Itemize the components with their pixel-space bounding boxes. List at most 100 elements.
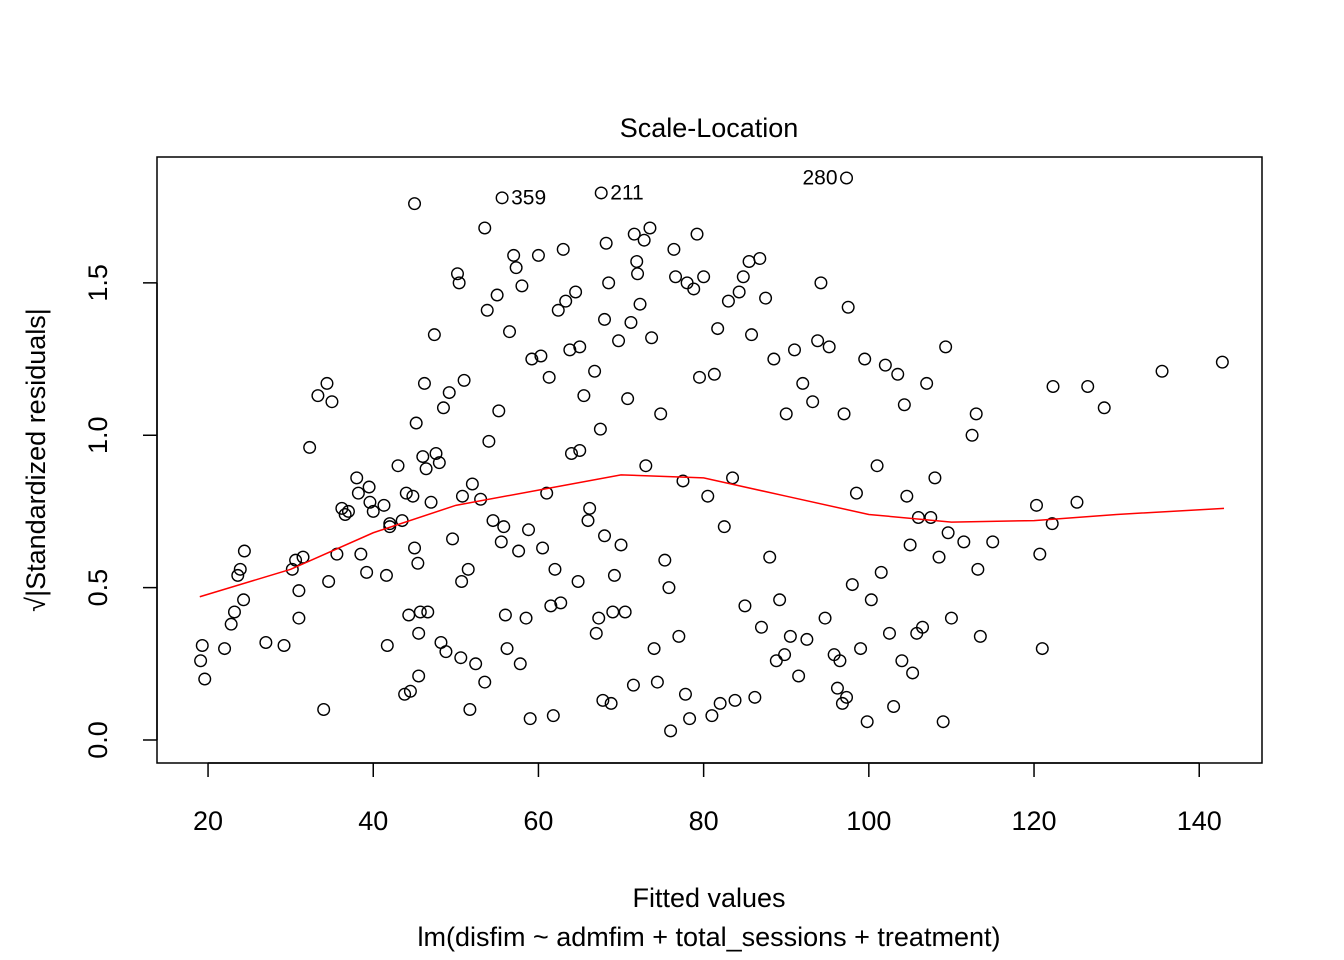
point <box>399 486 413 500</box>
point <box>840 690 854 704</box>
x-tick-label: 20 <box>193 806 223 836</box>
point <box>478 221 492 235</box>
point <box>512 544 526 558</box>
point <box>495 191 509 205</box>
point <box>806 395 820 409</box>
point <box>463 703 477 717</box>
point <box>1033 547 1047 561</box>
point <box>753 251 767 265</box>
point <box>687 282 701 296</box>
point <box>814 276 828 290</box>
point <box>643 221 657 235</box>
point <box>1155 364 1169 378</box>
point <box>322 575 336 589</box>
point <box>621 392 635 406</box>
point <box>1070 495 1084 509</box>
x-tick-label: 120 <box>1011 806 1056 836</box>
point <box>680 276 694 290</box>
point <box>412 626 426 640</box>
point <box>598 312 612 326</box>
x-axis-label: Fitted values <box>632 883 785 913</box>
point <box>973 629 987 643</box>
point <box>1045 517 1059 531</box>
point <box>941 526 955 540</box>
point <box>536 541 550 555</box>
point <box>690 227 704 241</box>
point-label: 280 <box>802 167 837 190</box>
point <box>439 645 453 659</box>
point <box>277 639 291 653</box>
point <box>647 642 661 656</box>
point <box>833 654 847 668</box>
x-tick-label: 100 <box>846 806 891 836</box>
point <box>971 562 985 576</box>
point <box>864 593 878 607</box>
point <box>531 248 545 262</box>
point <box>870 459 884 473</box>
point <box>429 447 443 461</box>
point <box>1097 401 1111 415</box>
point <box>362 480 376 494</box>
point <box>421 605 435 619</box>
point <box>573 340 587 354</box>
point <box>542 370 556 384</box>
point <box>455 489 469 503</box>
point <box>602 276 616 290</box>
point <box>486 514 500 528</box>
point <box>292 584 306 598</box>
point <box>654 407 668 421</box>
point <box>841 300 855 314</box>
point <box>900 489 914 503</box>
point <box>427 328 441 342</box>
point <box>683 712 697 726</box>
point <box>796 376 810 390</box>
point <box>837 407 851 421</box>
point <box>446 532 460 546</box>
point <box>457 373 471 387</box>
point <box>614 538 628 552</box>
subtitle: lm(disfim ~ admfim + total_sessions + tr… <box>418 922 1001 952</box>
point <box>822 340 836 354</box>
point <box>523 712 537 726</box>
point <box>403 684 417 698</box>
point <box>383 517 397 531</box>
point <box>424 495 438 509</box>
point <box>402 608 416 622</box>
point <box>492 404 506 418</box>
y-tick-label: 0.0 <box>83 721 113 759</box>
point <box>195 639 209 653</box>
point <box>639 459 653 473</box>
point <box>637 233 651 247</box>
point <box>546 709 560 723</box>
point <box>849 486 863 500</box>
point <box>227 605 241 619</box>
point <box>231 568 245 582</box>
x-tick-label: 40 <box>358 806 388 836</box>
point <box>564 447 578 461</box>
point <box>713 696 727 710</box>
point <box>581 514 595 528</box>
point <box>391 459 405 473</box>
point <box>416 450 430 464</box>
point <box>626 678 640 692</box>
point <box>711 322 725 336</box>
point <box>607 568 621 582</box>
point <box>800 632 814 646</box>
point <box>436 401 450 415</box>
point <box>664 724 678 738</box>
point <box>693 370 707 384</box>
plot-frame <box>156 156 1263 764</box>
point <box>1215 355 1229 369</box>
point <box>658 553 672 567</box>
point <box>650 675 664 689</box>
point <box>474 492 488 506</box>
point <box>380 639 394 653</box>
point <box>594 186 608 200</box>
point <box>311 389 325 403</box>
point <box>338 507 352 521</box>
point <box>233 562 247 576</box>
point <box>569 285 583 299</box>
point <box>860 715 874 729</box>
point <box>237 544 251 558</box>
point <box>1035 642 1049 656</box>
